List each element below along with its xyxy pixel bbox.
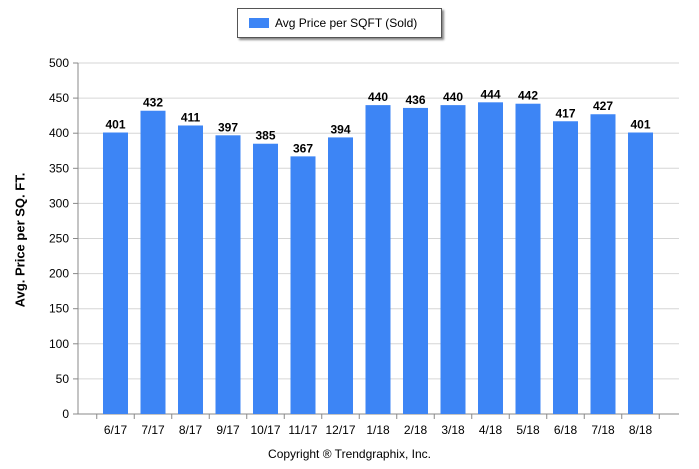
bar xyxy=(553,121,578,415)
legend: Avg Price per SQFT (Sold) xyxy=(237,8,442,38)
data-label: 411 xyxy=(181,110,201,124)
data-label: 440 xyxy=(368,90,388,104)
copyright-footer: Copyright ® Trendgraphix, Inc. xyxy=(268,447,431,461)
y-tick-label: 0 xyxy=(62,407,69,421)
data-label: 385 xyxy=(255,129,275,143)
data-label: 444 xyxy=(480,87,500,101)
bar xyxy=(140,110,166,415)
data-label: 432 xyxy=(143,96,163,110)
data-label: 401 xyxy=(630,117,650,131)
bar xyxy=(328,137,353,415)
bar xyxy=(215,135,241,414)
bar xyxy=(440,105,466,415)
y-tick-label: 200 xyxy=(49,267,69,281)
legend-swatch xyxy=(249,18,269,28)
x-tick-label: 6/18 xyxy=(554,423,578,437)
y-tick-label: 50 xyxy=(56,372,70,386)
x-tick-label: 8/17 xyxy=(179,423,203,437)
y-tick-label: 500 xyxy=(49,56,69,70)
x-tick-label: 9/17 xyxy=(216,423,240,437)
bar xyxy=(178,125,203,414)
x-tick-label: 11/17 xyxy=(288,423,317,437)
x-tick-label: 3/18 xyxy=(441,423,465,437)
data-label: 397 xyxy=(218,120,238,134)
data-label: 401 xyxy=(105,117,125,131)
x-tick-label: 7/18 xyxy=(591,423,615,437)
x-tick-label: 6/17 xyxy=(104,423,128,437)
legend-label: Avg Price per SQFT (Sold) xyxy=(275,16,418,30)
data-label: 394 xyxy=(330,122,350,136)
bar xyxy=(590,114,616,414)
y-tick-label: 450 xyxy=(49,91,69,105)
x-tick-label: 1/18 xyxy=(366,423,390,437)
data-label: 417 xyxy=(555,106,575,120)
bar xyxy=(515,103,541,414)
bar xyxy=(403,107,428,414)
y-tick-label: 100 xyxy=(49,337,69,351)
bar xyxy=(103,132,128,415)
x-tick-label: 4/18 xyxy=(479,423,503,437)
y-axis-label: Avg. Price per SQ. FT. xyxy=(12,172,28,308)
bar xyxy=(253,143,278,415)
x-tick-label: 5/18 xyxy=(516,423,540,437)
y-tick-label: 400 xyxy=(49,126,69,140)
bar xyxy=(628,132,653,415)
data-label: 442 xyxy=(518,89,538,103)
data-label: 427 xyxy=(593,99,613,113)
x-tick-label: 7/17 xyxy=(141,423,165,437)
x-tick-label: 8/18 xyxy=(629,423,653,437)
data-label: 367 xyxy=(293,141,313,155)
y-tick-label: 250 xyxy=(49,232,69,246)
bar xyxy=(478,102,503,414)
x-tick-label: 2/18 xyxy=(404,423,428,437)
bar xyxy=(365,105,391,415)
x-tick-label: 10/17 xyxy=(250,423,280,437)
data-label: 436 xyxy=(405,93,425,107)
y-tick-label: 300 xyxy=(49,196,69,210)
x-tick-label: 12/17 xyxy=(325,423,355,437)
y-tick-label: 150 xyxy=(49,302,69,316)
bar xyxy=(290,156,316,414)
data-label: 440 xyxy=(443,90,463,104)
y-tick-label: 350 xyxy=(49,161,69,175)
